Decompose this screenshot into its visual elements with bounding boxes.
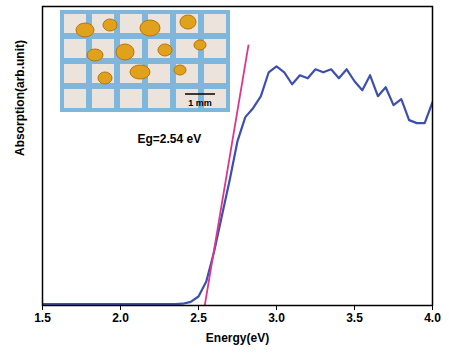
svg-text:4.0: 4.0 (424, 311, 441, 325)
svg-text:2.5: 2.5 (190, 311, 207, 325)
svg-text:3.5: 3.5 (346, 311, 363, 325)
svg-text:Eg=2.54 eV: Eg=2.54 eV (138, 132, 202, 146)
svg-text:2.0: 2.0 (112, 311, 129, 325)
svg-text:1.5: 1.5 (34, 311, 51, 325)
svg-text:3.0: 3.0 (268, 311, 285, 325)
svg-text:Absorption(arb.unit): Absorption(arb.unit) (13, 40, 27, 156)
svg-text:Energy(eV): Energy(eV) (206, 331, 269, 345)
svg-text:1 mm: 1 mm (188, 98, 212, 108)
